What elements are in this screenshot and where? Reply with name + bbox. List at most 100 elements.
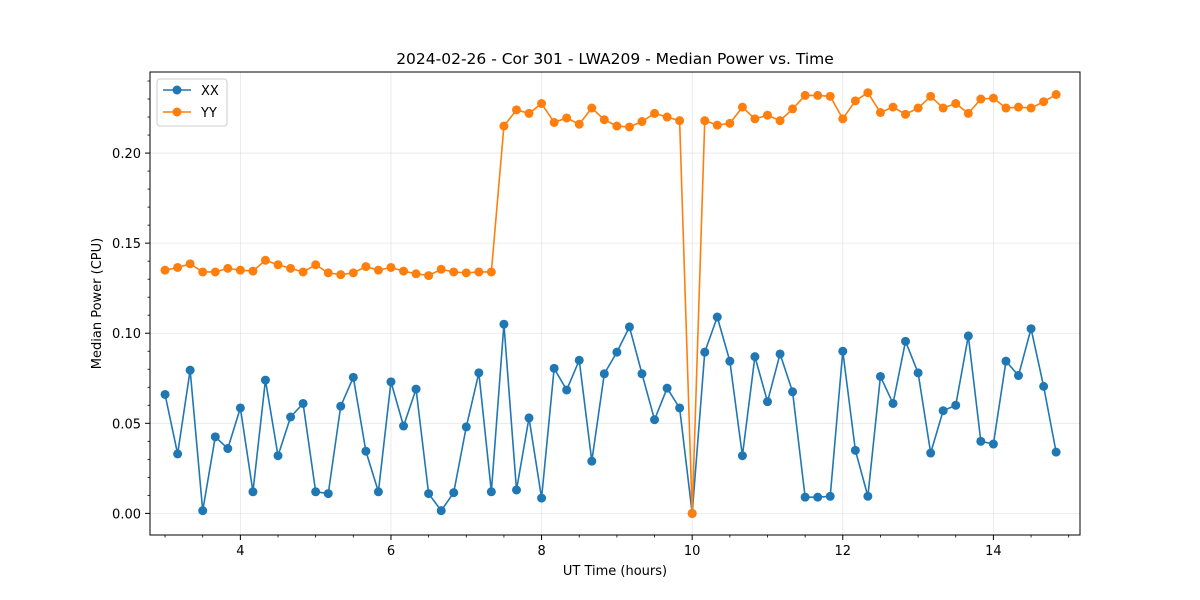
data-point-yy (185, 259, 195, 269)
y-tick-label: 0.00 (112, 507, 141, 522)
data-point-yy (838, 114, 848, 124)
data-point-yy (587, 103, 597, 113)
data-point-yy (223, 263, 233, 273)
data-point-yy (336, 270, 346, 280)
data-point-yy (700, 116, 710, 126)
data-point-yy (976, 94, 986, 104)
data-point-xx (825, 491, 835, 501)
y-axis-label: Median Power (CPU) (90, 238, 105, 369)
data-point-yy (248, 266, 258, 276)
data-point-xx (436, 506, 446, 516)
data-point-yy (1026, 103, 1036, 113)
data-point-xx (875, 371, 885, 381)
data-point-xx (775, 349, 785, 359)
data-point-xx (813, 492, 823, 502)
data-point-xx (624, 322, 634, 332)
y-tick-label: 0.15 (112, 237, 141, 252)
data-point-yy (650, 108, 660, 118)
data-point-xx (273, 451, 283, 461)
data-point-xx (612, 347, 622, 357)
data-point-xx (737, 451, 747, 461)
data-point-yy (386, 262, 396, 272)
plot-area (149, 71, 1081, 536)
data-point-xx (298, 398, 308, 408)
data-point-yy (938, 103, 948, 113)
data-point-xx (863, 491, 873, 501)
data-point-yy (173, 262, 183, 272)
axes-frame (149, 71, 1081, 536)
data-point-xx (800, 492, 810, 502)
data-point-yy (913, 103, 923, 113)
data-point-xx (750, 352, 760, 362)
chart-title: 2024-02-26 - Cor 301 - LWA209 - Median P… (396, 50, 834, 68)
data-point-yy (235, 265, 245, 275)
data-point-yy (1013, 102, 1023, 112)
data-point-yy (712, 120, 722, 130)
data-point-yy (662, 112, 672, 122)
data-point-yy (260, 255, 270, 265)
legend-yy-marker (172, 107, 182, 117)
data-point-xx (260, 375, 270, 385)
data-point-xx (411, 384, 421, 394)
legend-yy-label: YY (200, 106, 217, 121)
data-point-yy (574, 119, 584, 129)
data-point-xx (637, 369, 647, 379)
data-point-xx (286, 412, 296, 422)
data-point-yy (298, 267, 308, 277)
data-point-yy (675, 116, 685, 126)
data-point-xx (599, 369, 609, 379)
data-point-yy (373, 265, 383, 275)
data-point-xx (486, 487, 496, 497)
data-point-yy (775, 116, 785, 126)
data-point-xx (762, 397, 772, 407)
data-point-xx (913, 368, 923, 378)
x-tick-label: 8 (537, 544, 545, 559)
data-point-xx (988, 439, 998, 449)
legend-xx-marker (172, 85, 182, 95)
data-point-xx (938, 406, 948, 416)
data-point-xx (424, 489, 434, 499)
data-point-yy (599, 115, 609, 125)
data-point-yy (486, 267, 496, 277)
data-point-xx (838, 346, 848, 356)
data-point-yy (273, 260, 283, 270)
data-point-xx (373, 487, 383, 497)
data-point-yy (750, 114, 760, 124)
data-point-yy (424, 271, 434, 281)
data-point-yy (436, 264, 446, 274)
data-point-yy (963, 108, 973, 118)
x-tick-label: 12 (835, 544, 852, 559)
data-point-yy (449, 267, 459, 277)
data-point-yy (512, 105, 522, 115)
data-point-yy (737, 102, 747, 112)
data-point-yy (160, 265, 170, 275)
data-point-yy (762, 110, 772, 120)
y-tick-label: 0.10 (112, 327, 141, 342)
x-tick-label: 4 (236, 544, 244, 559)
data-point-xx (210, 432, 220, 442)
data-point-xx (562, 385, 572, 395)
data-point-xx (788, 387, 798, 397)
data-point-xx (323, 489, 333, 499)
data-point-xx (574, 355, 584, 365)
data-point-yy (1051, 90, 1061, 100)
data-point-yy (725, 118, 735, 128)
data-point-xx (675, 403, 685, 413)
data-point-yy (562, 113, 572, 123)
data-point-yy (612, 121, 622, 131)
data-point-yy (875, 108, 885, 118)
data-point-xx (449, 488, 459, 498)
x-tick-label: 14 (985, 544, 1002, 559)
data-point-xx (461, 422, 471, 432)
data-point-xx (524, 413, 534, 423)
series-layer (160, 88, 1061, 518)
data-point-yy (863, 88, 873, 98)
data-point-yy (499, 121, 509, 131)
data-point-xx (725, 356, 735, 366)
data-point-xx (850, 445, 860, 455)
data-point-yy (411, 269, 421, 279)
data-point-xx (926, 448, 936, 458)
data-point-yy (788, 104, 798, 114)
data-point-xx (198, 506, 208, 516)
data-point-yy (399, 266, 409, 276)
